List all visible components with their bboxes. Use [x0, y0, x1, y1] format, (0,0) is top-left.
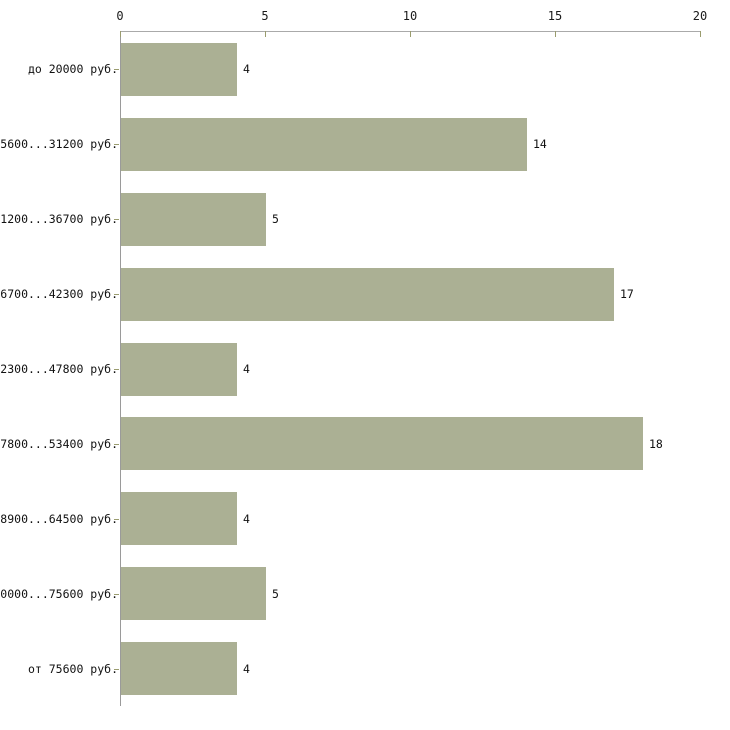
category-label: 42300...47800 руб. — [0, 362, 118, 376]
bar-value-label: 18 — [649, 437, 663, 451]
y-axis-tick — [114, 219, 119, 220]
y-axis-tick — [114, 144, 119, 145]
bar-value-label: 4 — [243, 512, 250, 526]
x-axis-tick-label: 15 — [547, 9, 563, 23]
bar[interactable] — [121, 343, 237, 396]
x-axis-tick-label: 10 — [402, 9, 418, 23]
category-label: до 20000 руб. — [27, 62, 118, 76]
x-axis-tick — [700, 31, 701, 37]
x-axis-tick — [555, 31, 556, 37]
bar[interactable] — [121, 567, 266, 620]
y-axis-tick — [114, 519, 119, 520]
x-axis-tick-label: 5 — [261, 9, 269, 23]
bar-value-label: 14 — [533, 137, 547, 151]
bar[interactable] — [121, 642, 237, 695]
y-axis-line — [120, 31, 121, 706]
category-label: 31200...36700 руб. — [0, 212, 118, 226]
category-label: 70000...75600 руб. — [0, 587, 118, 601]
category-label: 58900...64500 руб. — [0, 512, 118, 526]
category-label: 47800...53400 руб. — [0, 437, 118, 451]
x-axis-tick-label: 20 — [692, 9, 708, 23]
x-axis-tick — [265, 31, 266, 37]
y-axis-tick — [114, 444, 119, 445]
bar-value-label: 5 — [272, 212, 279, 226]
bar[interactable] — [121, 118, 527, 171]
bar-value-label: 17 — [620, 287, 634, 301]
bar[interactable] — [121, 417, 643, 470]
bar-value-label: 5 — [272, 587, 279, 601]
x-axis-tick — [410, 31, 411, 37]
y-axis-tick — [114, 294, 119, 295]
y-axis-tick — [114, 669, 119, 670]
bar-value-label: 4 — [243, 362, 250, 376]
category-label: 25600...31200 руб. — [0, 137, 118, 151]
category-label: 36700...42300 руб. — [0, 287, 118, 301]
category-label: от 75600 руб. — [27, 662, 118, 676]
bar[interactable] — [121, 43, 237, 96]
x-axis-tick-label: 0 — [116, 9, 124, 23]
x-axis-tick — [120, 31, 121, 37]
bar[interactable] — [121, 193, 266, 246]
y-axis-tick — [114, 69, 119, 70]
bar-value-label: 4 — [243, 662, 250, 676]
y-axis-tick — [114, 369, 119, 370]
bar[interactable] — [121, 268, 614, 321]
y-axis-tick — [114, 594, 119, 595]
bar-value-label: 4 — [243, 62, 250, 76]
bar[interactable] — [121, 492, 237, 545]
